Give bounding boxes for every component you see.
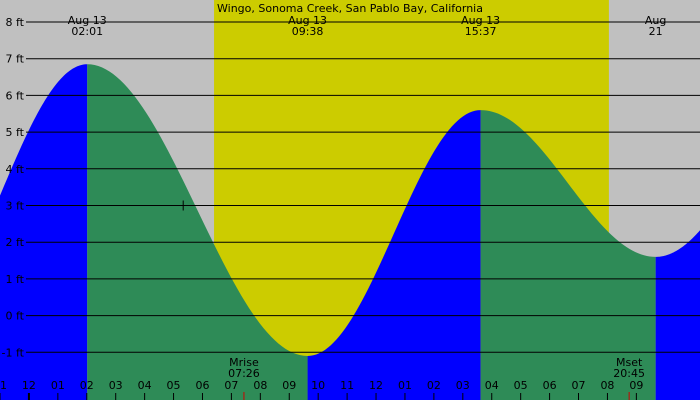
extreme-time-label: 21	[649, 25, 663, 38]
x-tick-label: 09	[282, 379, 296, 392]
y-tick-label: 5 ft	[6, 126, 25, 139]
x-tick-label: 05	[167, 379, 181, 392]
y-tick-label: 1 ft	[6, 273, 25, 286]
x-tick-label: 04	[485, 379, 499, 392]
moon-event-label: Mset	[616, 356, 643, 369]
x-tick-label: 01	[398, 379, 412, 392]
y-tick-label: 8 ft	[6, 16, 25, 29]
rising-tide-area	[307, 110, 481, 400]
y-tick-label: 4 ft	[6, 163, 25, 176]
extreme-time-label: 09:38	[292, 25, 324, 38]
y-axis-labels: 8 ft 7 ft 6 ft 5 ft 4 ft 3 ft 2 ft 1 ft 0 ft -1 f…	[2, 16, 25, 359]
x-tick-label: 12	[369, 379, 383, 392]
x-tick-label: 12	[22, 379, 36, 392]
gridlines	[26, 21, 700, 353]
x-tick-label: 11	[0, 379, 7, 392]
extreme-date-label: Aug	[645, 14, 666, 27]
x-axis: 11 12 01 02 03 04 05 06 07 08 09 10 11 12 01 02 03 04 05 06…	[0, 379, 643, 400]
x-tick-label: 02	[427, 379, 441, 392]
x-tick-label: 11	[340, 379, 354, 392]
y-tick-label: 7 ft	[6, 53, 25, 66]
x-tick-label: 06	[543, 379, 557, 392]
x-tick-label: 02	[80, 379, 94, 392]
extreme-date-label: Aug 13	[288, 14, 327, 27]
x-tick-label: 03	[456, 379, 470, 392]
chart-title: Wingo, Sonoma Creek, San Pablo Bay, Cali…	[217, 2, 483, 15]
x-tick-label: 07	[572, 379, 586, 392]
x-tick-label: 08	[253, 379, 267, 392]
falling-tide-area	[480, 110, 656, 400]
x-tick-label: 08	[600, 379, 614, 392]
y-tick-label: 6 ft	[6, 89, 25, 102]
crosshair-marker	[178, 200, 189, 211]
y-tick-label: 2 ft	[6, 236, 25, 249]
x-tick-label: 09	[629, 379, 643, 392]
y-tick-label: 0 ft	[6, 310, 25, 323]
y-tick-label: 3 ft	[6, 200, 25, 213]
extreme-date-label: Aug 13	[68, 14, 107, 27]
x-tick-label: 06	[195, 379, 209, 392]
x-tick-label: 01	[51, 379, 65, 392]
x-tick-label: 07	[224, 379, 238, 392]
x-tick-label: 04	[138, 379, 152, 392]
moon-event-time: 07:26	[228, 367, 260, 380]
x-tick-label: 03	[109, 379, 123, 392]
moon-event-time: 20:45	[613, 367, 645, 380]
y-tick-label: -1 ft	[2, 346, 25, 359]
x-tick-label: 05	[514, 379, 528, 392]
extreme-time-label: 02:01	[71, 25, 103, 38]
moon-event-label: Mrise	[229, 356, 259, 369]
extreme-time-label: 15:37	[465, 25, 497, 38]
extreme-date-label: Aug 13	[461, 14, 500, 27]
x-tick-label: 10	[311, 379, 325, 392]
